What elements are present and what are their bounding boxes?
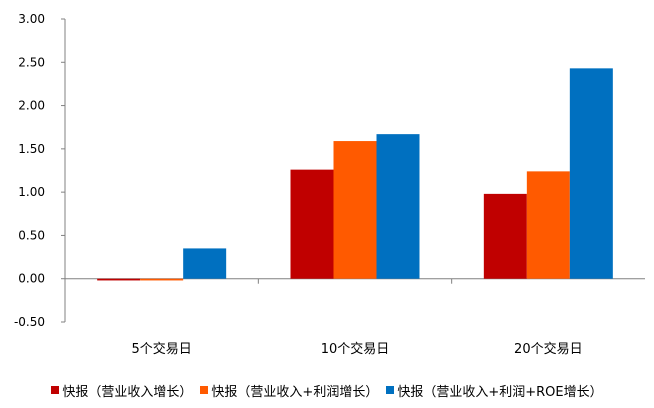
x-tick-label: 20个交易日 (514, 341, 583, 357)
legend-label-series-1: 快报（营业收入增长） (62, 384, 193, 400)
legend-label-series-3: 快报（营业收入+利润+ROE增长） (397, 384, 603, 400)
legend-swatch-series-1 (51, 386, 60, 394)
category-labels: 5个交易日 10个交易日 20个交易日 (132, 341, 583, 357)
bar (526, 171, 570, 279)
legend-swatch-series-2 (200, 386, 209, 394)
bar (569, 68, 613, 279)
bar (483, 193, 527, 279)
bar (97, 278, 141, 281)
legend-swatch-series-3 (386, 386, 395, 394)
bar (183, 248, 227, 279)
bar (140, 278, 184, 281)
x-tick-label: 10个交易日 (321, 341, 390, 357)
legend-label-series-2: 快报（营业收入+利润增长） (211, 384, 379, 400)
y-tick-label: 2.00 (18, 99, 45, 113)
legend-item-series-1: 快报（营业收入增长） (51, 381, 192, 400)
bar (290, 169, 334, 279)
bar (333, 141, 377, 279)
bars (97, 68, 613, 281)
y-tick-label: 0.50 (18, 228, 45, 242)
legend: 快报（营业收入增长） 快报（营业收入+利润增长） 快报（营业收入+利润+ROE增… (0, 378, 654, 402)
y-tick-label: -0.50 (14, 315, 45, 329)
y-axis-ticks: 3.00 2.50 2.00 1.50 1.00 0.50 0.00 -0.50 (14, 12, 65, 329)
legend-item-series-3: 快报（营业收入+利润+ROE增长） (386, 381, 603, 400)
bar (376, 134, 420, 279)
y-tick-label: 0.00 (18, 272, 45, 286)
y-tick-label: 3.00 (18, 12, 45, 26)
y-tick-label: 1.50 (18, 142, 45, 156)
y-tick-label: 2.50 (18, 55, 45, 69)
x-tick-label: 5个交易日 (132, 341, 192, 357)
legend-item-series-2: 快报（营业收入+利润增长） (200, 381, 378, 400)
bar-chart: 3.00 2.50 2.00 1.50 1.00 0.50 0.00 -0.50 5个交易日 1… (14, 12, 645, 357)
y-tick-label: 1.00 (18, 185, 45, 199)
